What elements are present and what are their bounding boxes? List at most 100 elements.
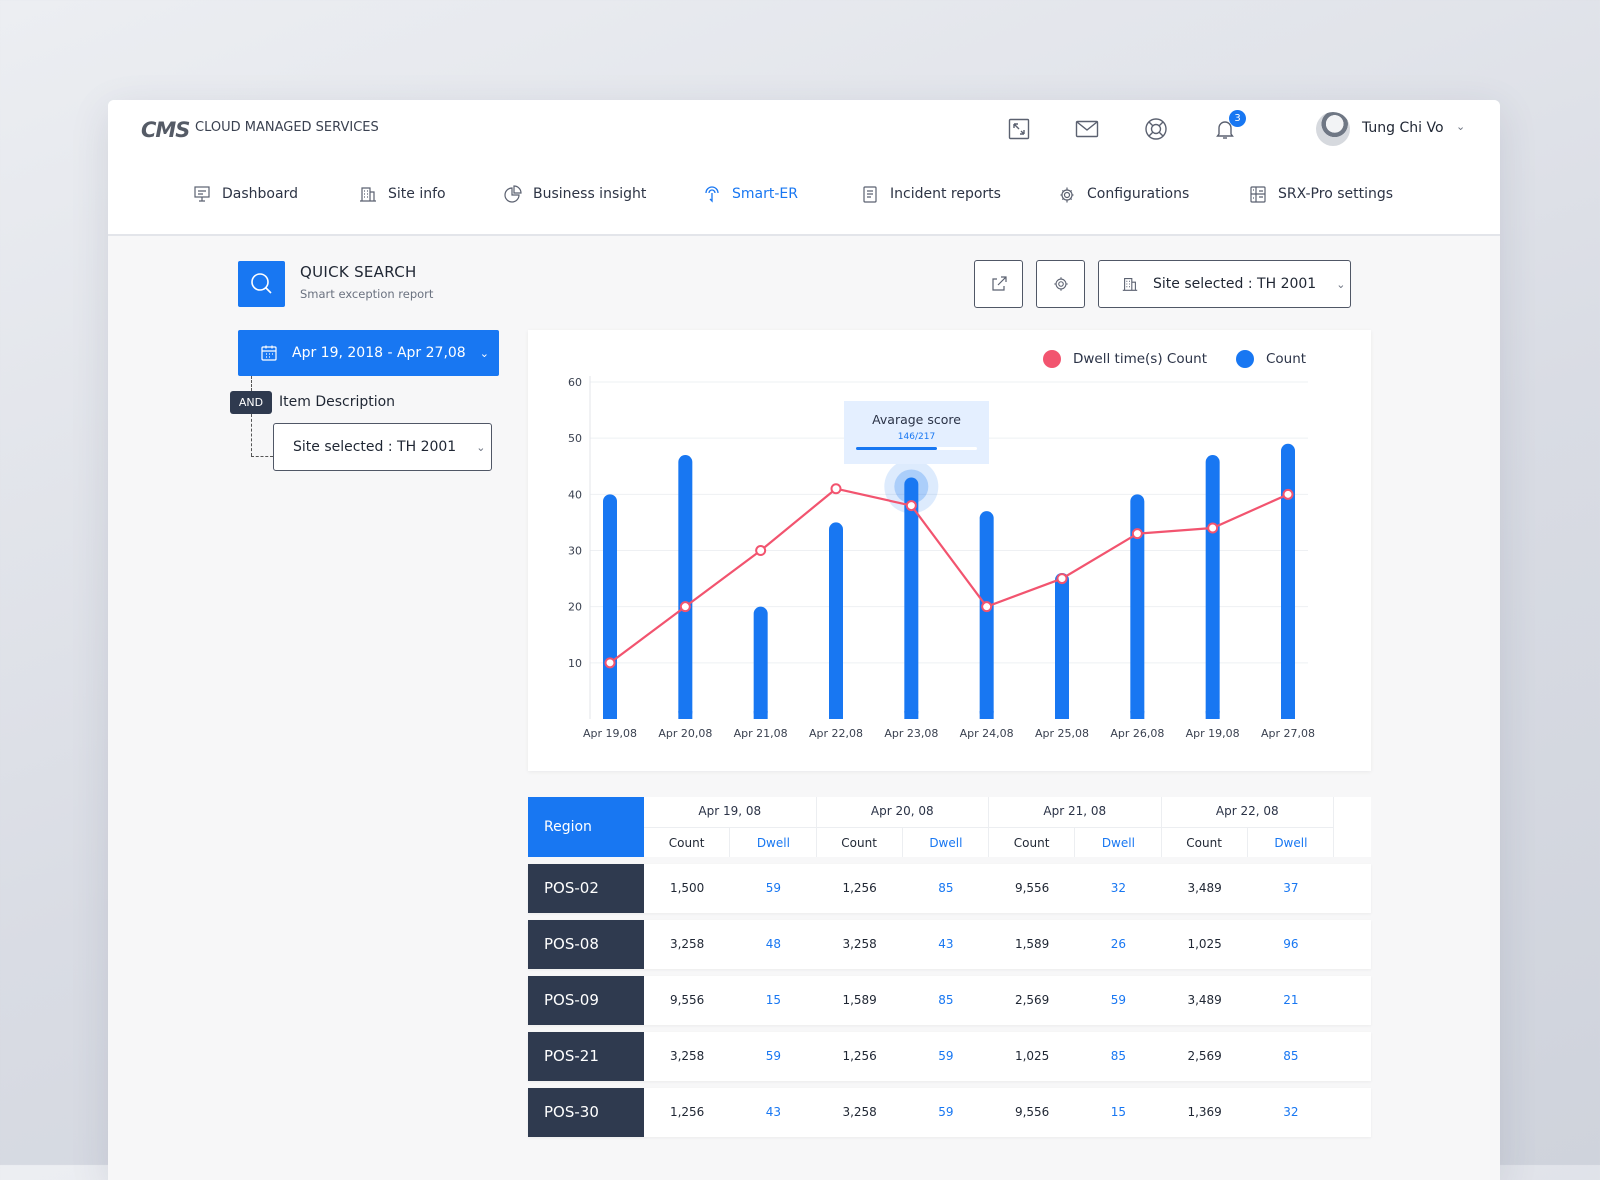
chevron-down-icon[interactable]: ⌄ bbox=[1456, 120, 1466, 133]
dashboard-icon bbox=[194, 186, 210, 202]
and-operator-tag[interactable]: AND bbox=[230, 391, 272, 414]
dwell-value[interactable]: 59 bbox=[938, 1105, 954, 1119]
count-header[interactable]: Count bbox=[644, 827, 731, 857]
dwell-value[interactable]: 32 bbox=[1283, 1105, 1299, 1119]
highlight-halo bbox=[884, 459, 939, 514]
dwell-value[interactable]: 85 bbox=[1283, 1049, 1299, 1063]
dwell-header[interactable]: Dwell bbox=[1247, 827, 1334, 857]
chart: 10 20 30 40 50 60 Apr 19,08 Apr 20,08 Apr 21,08 A… bbox=[568, 376, 1315, 740]
table-row[interactable]: POS-02 1,500 59 1,256 85 9,556 32 3,489 37 bbox=[528, 864, 1371, 913]
dwell-header[interactable]: Dwell bbox=[1075, 827, 1162, 857]
date-header[interactable]: Apr 21, 08 bbox=[1043, 804, 1107, 818]
tooltip-title: Avarage score bbox=[872, 412, 961, 427]
date-header[interactable]: Apr 20, 08 bbox=[870, 804, 934, 818]
dwell-value[interactable]: 15 bbox=[765, 993, 782, 1007]
legend-item-dwell[interactable]: Dwell time(s) Count bbox=[1043, 350, 1207, 368]
site-selector-dropdown[interactable]: Site selected : TH 2001 ⌄ bbox=[1098, 260, 1351, 308]
date-header[interactable]: Apr 19, 08 bbox=[698, 804, 762, 818]
legend-item-count[interactable]: Count bbox=[1236, 350, 1306, 368]
date-range-picker[interactable]: Apr 19, 2018 - Apr 27,08 ⌄ bbox=[238, 330, 499, 376]
user-name[interactable]: Tung Chi Vo bbox=[1362, 120, 1444, 136]
region-name: POS-09 bbox=[528, 976, 644, 1025]
mail-icon[interactable] bbox=[1074, 117, 1100, 141]
bar bbox=[753, 606, 768, 719]
dwell-value[interactable]: 59 bbox=[765, 881, 782, 895]
bar-base bbox=[753, 711, 768, 719]
nav-item-configurations[interactable]: Configurations bbox=[1057, 184, 1189, 204]
dwell-value[interactable]: 21 bbox=[1283, 993, 1299, 1007]
bar-base bbox=[1130, 711, 1145, 719]
table-row[interactable]: POS-21 3,258 59 1,256 59 1,025 85 2,569 85 bbox=[528, 1032, 1371, 1081]
nav-item-business-insight[interactable]: Business insight bbox=[503, 184, 646, 204]
dwell-value[interactable]: 59 bbox=[765, 1049, 782, 1063]
dwell-value[interactable]: 85 bbox=[938, 881, 954, 895]
bar bbox=[1055, 572, 1069, 719]
brand-name: CLOUD MANAGED SERVICES bbox=[195, 120, 379, 135]
table-row[interactable]: POS-08 3,258 48 3,258 43 1,589 26 1,025 96 bbox=[528, 920, 1371, 969]
dwell-value[interactable]: 37 bbox=[1283, 881, 1299, 895]
region-name: POS-08 bbox=[528, 920, 644, 969]
nav-item-srx-pro-settings[interactable]: SRX-Pro settings bbox=[1248, 184, 1393, 204]
dwell-value[interactable]: 43 bbox=[938, 937, 954, 951]
logo[interactable]: CMS bbox=[141, 118, 190, 142]
quick-search-subtitle: Smart exception report bbox=[300, 287, 434, 301]
settings-grid-icon bbox=[1250, 186, 1266, 203]
count-value: 1,256 bbox=[842, 1049, 877, 1063]
count-header[interactable]: Count bbox=[989, 827, 1076, 857]
share-icon bbox=[991, 276, 1007, 291]
nav-item-incident-reports[interactable]: Incident reports bbox=[860, 184, 1001, 204]
dwell-value[interactable]: 59 bbox=[1110, 993, 1127, 1007]
count-value: 2,569 bbox=[1014, 993, 1050, 1007]
quick-search-title: QUICK SEARCH bbox=[300, 263, 417, 281]
share-button[interactable] bbox=[974, 260, 1023, 308]
dwell-line bbox=[609, 487, 1289, 664]
count-value: 3,489 bbox=[1187, 881, 1222, 895]
dwell-value[interactable]: 15 bbox=[1110, 1105, 1127, 1119]
x-tick-label: Apr 21,08 bbox=[734, 727, 788, 740]
y-tick-label: 60 bbox=[568, 376, 582, 389]
dwell-value[interactable]: 43 bbox=[765, 1105, 782, 1119]
quick-search-button[interactable] bbox=[238, 261, 285, 307]
smart-er-icon bbox=[705, 186, 719, 203]
nav-label: Dashboard bbox=[222, 186, 298, 202]
nav-label: Site info bbox=[388, 186, 446, 202]
date-header[interactable]: Apr 22, 08 bbox=[1215, 804, 1279, 818]
date-column-group: Apr 20, 08 Count Dwell bbox=[816, 797, 989, 857]
count-value: 1,256 bbox=[842, 881, 877, 895]
count-value: 1,500 bbox=[669, 881, 705, 895]
table-row[interactable]: POS-30 1,256 43 3,258 59 9,556 15 1,369 32 bbox=[528, 1088, 1371, 1137]
dwell-value[interactable]: 96 bbox=[1283, 937, 1299, 951]
support-icon[interactable] bbox=[1143, 117, 1169, 141]
dwell-value[interactable]: 85 bbox=[938, 993, 954, 1007]
nav-item-dashboard[interactable]: Dashboard bbox=[192, 184, 298, 204]
dwell-point bbox=[1131, 528, 1143, 540]
nav-item-site-info[interactable]: Site info bbox=[358, 184, 446, 204]
expand-icon[interactable] bbox=[1006, 117, 1032, 141]
count-value: 9,556 bbox=[1014, 881, 1050, 895]
dwell-value[interactable]: 32 bbox=[1110, 881, 1127, 895]
connector-line bbox=[251, 376, 252, 391]
dwell-value[interactable]: 85 bbox=[1110, 1049, 1127, 1063]
legend-label: Dwell time(s) Count bbox=[1073, 351, 1207, 367]
region-name: POS-02 bbox=[528, 864, 644, 913]
settings-button[interactable] bbox=[1036, 260, 1085, 308]
count-header[interactable]: Count bbox=[816, 827, 903, 857]
dwell-header[interactable]: Dwell bbox=[902, 827, 989, 857]
building-icon bbox=[360, 187, 376, 202]
date-column-group: Apr 21, 08 Count Dwell bbox=[989, 797, 1162, 857]
dwell-value[interactable]: 48 bbox=[765, 937, 782, 951]
bell-icon[interactable] bbox=[1212, 117, 1238, 141]
region-column-header[interactable]: Region bbox=[528, 797, 644, 857]
site-filter-select[interactable]: Site selected : TH 2001 ⌄ bbox=[273, 423, 492, 471]
nav-item-smart-er[interactable]: Smart-ER bbox=[702, 184, 798, 204]
avatar[interactable] bbox=[1316, 112, 1350, 146]
count-value: 1,025 bbox=[1187, 937, 1222, 951]
dwell-value[interactable]: 26 bbox=[1110, 937, 1127, 951]
y-tick-label: 40 bbox=[568, 488, 582, 501]
count-header[interactable]: Count bbox=[1161, 827, 1248, 857]
dwell-value[interactable]: 59 bbox=[938, 1049, 954, 1063]
legend-swatch bbox=[1043, 350, 1061, 368]
connector-line bbox=[251, 456, 273, 457]
table-row[interactable]: POS-09 9,556 15 1,589 85 2,569 59 3,489 21 bbox=[528, 976, 1371, 1025]
dwell-header[interactable]: Dwell bbox=[730, 827, 817, 857]
